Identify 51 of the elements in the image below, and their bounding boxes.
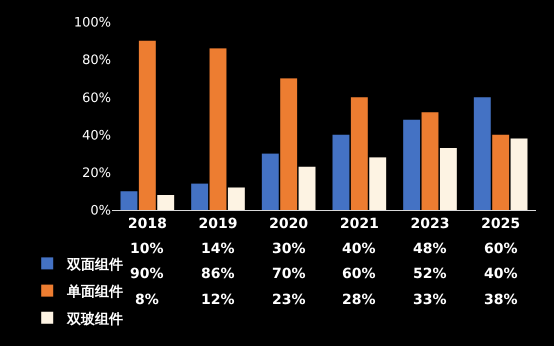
data-label: 10% [130,241,164,257]
y-tick-label: 40% [82,128,111,144]
x-tick-label: 2025 [481,216,520,232]
data-label: 14% [201,241,235,257]
data-label: 40% [484,266,518,282]
x-tick-label: 2018 [128,216,167,232]
data-label: 48% [413,241,447,257]
y-tick-label: 60% [82,90,111,106]
bar [332,134,350,210]
legend-label: 双玻组件 [66,311,124,328]
bar [262,154,279,210]
bar [492,134,510,210]
y-tick-label: 100% [74,16,111,31]
bar [403,120,420,210]
bar [138,40,156,210]
legend-label: 双面组件 [66,256,124,273]
data-label: 60% [342,266,376,282]
y-tick-label: 20% [82,166,111,181]
data-label: 38% [484,292,518,308]
bar [474,97,491,210]
bar [228,187,245,210]
data-label: 40% [342,241,376,257]
y-tick-label: 80% [82,53,111,68]
bar [298,166,316,210]
data-label: 86% [201,266,235,282]
bar [350,97,368,210]
data-label: 12% [201,292,235,308]
data-label: 60% [484,241,518,257]
bar [191,184,208,210]
bar [440,148,457,210]
legend-label: 单面组件 [66,284,124,300]
x-tick-label: 2021 [340,216,379,232]
data-label: 28% [342,292,376,308]
x-tick-label: 2023 [410,216,450,232]
data-label: 23% [272,292,306,308]
x-tick-label: 2020 [269,216,308,232]
data-label: 30% [272,241,306,257]
bar [210,48,226,210]
y-tick-label: 0% [90,204,111,219]
x-tick-label: 2019 [198,216,238,232]
bar [369,157,386,210]
bar [280,78,298,210]
bar [422,112,438,210]
data-label: 33% [413,292,447,308]
bar [510,138,528,210]
data-label: 90% [130,266,164,282]
data-label: 8% [135,292,159,308]
bar [120,191,138,210]
bar [157,194,174,210]
data-label: 52% [413,266,447,282]
data-label: 70% [272,266,306,282]
